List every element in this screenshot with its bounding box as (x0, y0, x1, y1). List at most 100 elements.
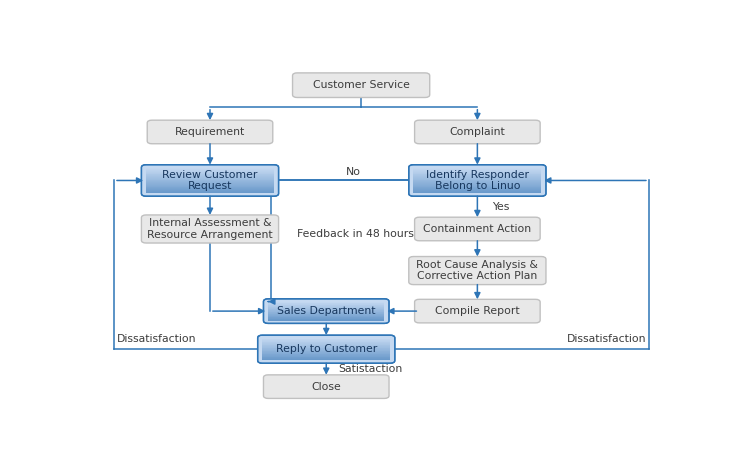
FancyBboxPatch shape (146, 183, 274, 184)
FancyBboxPatch shape (146, 177, 274, 178)
FancyBboxPatch shape (413, 170, 542, 171)
FancyBboxPatch shape (146, 171, 274, 172)
FancyBboxPatch shape (146, 178, 274, 179)
FancyBboxPatch shape (268, 314, 384, 315)
FancyBboxPatch shape (292, 73, 430, 98)
Text: Dissatisfaction: Dissatisfaction (566, 334, 646, 344)
FancyBboxPatch shape (268, 307, 384, 308)
FancyBboxPatch shape (262, 358, 390, 359)
FancyBboxPatch shape (146, 174, 274, 175)
Text: Sales Department: Sales Department (277, 306, 376, 316)
FancyBboxPatch shape (268, 318, 384, 319)
Text: Identify Responder
Belong to Linuo: Identify Responder Belong to Linuo (426, 170, 529, 191)
FancyBboxPatch shape (413, 189, 542, 190)
FancyBboxPatch shape (413, 186, 542, 187)
FancyBboxPatch shape (146, 176, 274, 177)
FancyBboxPatch shape (146, 180, 274, 181)
Text: Internal Assessment &
Resource Arrangement: Internal Assessment & Resource Arrangeme… (147, 218, 273, 240)
Text: Root Cause Analysis &
Corrective Action Plan: Root Cause Analysis & Corrective Action … (416, 260, 538, 281)
Text: No: No (346, 167, 362, 177)
FancyBboxPatch shape (146, 189, 274, 190)
Text: Dissatisfaction: Dissatisfaction (117, 334, 196, 344)
FancyBboxPatch shape (413, 167, 542, 168)
FancyBboxPatch shape (146, 169, 274, 170)
FancyBboxPatch shape (413, 191, 542, 192)
FancyBboxPatch shape (263, 375, 389, 398)
FancyBboxPatch shape (262, 354, 390, 355)
FancyBboxPatch shape (413, 175, 542, 176)
FancyBboxPatch shape (147, 120, 273, 144)
Text: Feedback in 48 hours: Feedback in 48 hours (297, 229, 414, 239)
FancyBboxPatch shape (415, 120, 540, 144)
FancyBboxPatch shape (146, 187, 274, 188)
Text: Compile Report: Compile Report (435, 306, 520, 316)
FancyBboxPatch shape (268, 311, 384, 312)
Text: Complaint: Complaint (449, 127, 506, 137)
FancyBboxPatch shape (146, 185, 274, 186)
FancyBboxPatch shape (268, 320, 384, 321)
FancyBboxPatch shape (413, 168, 542, 169)
FancyBboxPatch shape (268, 316, 384, 317)
FancyBboxPatch shape (146, 182, 274, 183)
FancyBboxPatch shape (413, 190, 542, 191)
FancyBboxPatch shape (413, 171, 542, 172)
FancyBboxPatch shape (262, 339, 390, 340)
Text: Requirement: Requirement (175, 127, 245, 137)
Text: Yes: Yes (492, 202, 509, 211)
FancyBboxPatch shape (142, 215, 278, 243)
FancyBboxPatch shape (146, 181, 274, 182)
Text: Reply to Customer: Reply to Customer (276, 344, 376, 354)
FancyBboxPatch shape (262, 341, 390, 342)
Text: Customer Service: Customer Service (313, 80, 410, 90)
FancyBboxPatch shape (268, 317, 384, 318)
FancyBboxPatch shape (268, 313, 384, 314)
FancyBboxPatch shape (268, 305, 384, 306)
FancyBboxPatch shape (268, 310, 384, 311)
FancyBboxPatch shape (413, 169, 542, 170)
FancyBboxPatch shape (413, 179, 542, 180)
FancyBboxPatch shape (415, 217, 540, 241)
FancyBboxPatch shape (413, 183, 542, 184)
FancyBboxPatch shape (268, 312, 384, 313)
FancyBboxPatch shape (413, 184, 542, 185)
FancyBboxPatch shape (413, 182, 542, 183)
FancyBboxPatch shape (258, 335, 394, 363)
FancyBboxPatch shape (268, 309, 384, 310)
FancyBboxPatch shape (268, 304, 384, 305)
FancyBboxPatch shape (262, 350, 390, 351)
FancyBboxPatch shape (146, 173, 274, 174)
FancyBboxPatch shape (146, 168, 274, 169)
FancyBboxPatch shape (262, 347, 390, 348)
FancyBboxPatch shape (413, 187, 542, 188)
FancyBboxPatch shape (146, 186, 274, 187)
FancyBboxPatch shape (262, 349, 390, 350)
FancyBboxPatch shape (262, 342, 390, 343)
FancyBboxPatch shape (262, 346, 390, 347)
FancyBboxPatch shape (413, 192, 542, 193)
FancyBboxPatch shape (262, 359, 390, 360)
FancyBboxPatch shape (413, 185, 542, 186)
FancyBboxPatch shape (262, 352, 390, 353)
FancyBboxPatch shape (262, 351, 390, 352)
FancyBboxPatch shape (409, 256, 546, 284)
FancyBboxPatch shape (413, 173, 542, 174)
FancyBboxPatch shape (413, 178, 542, 179)
FancyBboxPatch shape (268, 306, 384, 307)
FancyBboxPatch shape (268, 315, 384, 316)
FancyBboxPatch shape (413, 181, 542, 182)
FancyBboxPatch shape (262, 338, 390, 339)
FancyBboxPatch shape (146, 172, 274, 173)
FancyBboxPatch shape (146, 188, 274, 189)
FancyBboxPatch shape (262, 343, 390, 344)
FancyBboxPatch shape (262, 356, 390, 357)
FancyBboxPatch shape (268, 303, 384, 304)
FancyBboxPatch shape (413, 188, 542, 189)
FancyBboxPatch shape (146, 192, 274, 193)
FancyBboxPatch shape (413, 174, 542, 175)
FancyBboxPatch shape (262, 345, 390, 346)
FancyBboxPatch shape (262, 355, 390, 356)
FancyBboxPatch shape (413, 172, 542, 173)
FancyBboxPatch shape (268, 308, 384, 309)
FancyBboxPatch shape (413, 193, 542, 194)
FancyBboxPatch shape (415, 299, 540, 323)
